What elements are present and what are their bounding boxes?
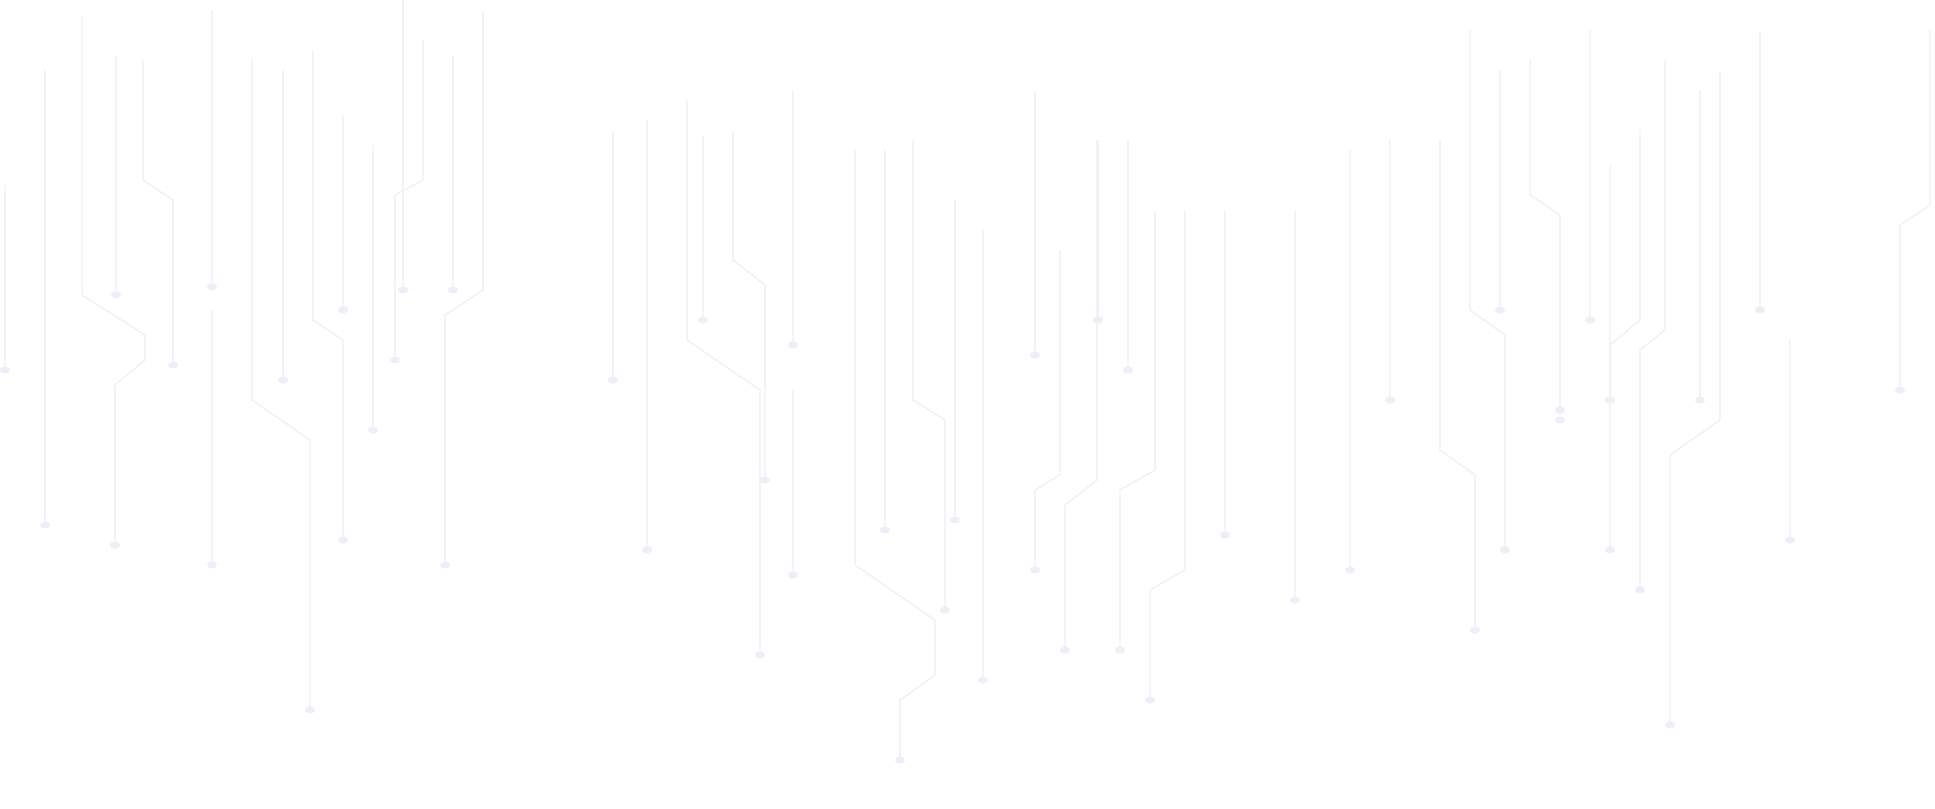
circuit-node	[1115, 646, 1125, 654]
circuit-trace	[1064, 140, 1098, 650]
circuit-node	[950, 516, 960, 524]
circuit-trace	[394, 40, 424, 360]
circuit-node	[207, 561, 217, 569]
circuit-node	[1220, 531, 1230, 539]
circuit-node	[978, 676, 988, 684]
circuit-node	[1495, 306, 1505, 314]
circuit-trace	[81, 15, 146, 545]
circuit-node	[0, 366, 10, 374]
circuit-node	[1785, 536, 1795, 544]
circuit-trace	[1609, 130, 1641, 550]
circuit-trace	[686, 100, 761, 655]
circuit-node	[1585, 316, 1595, 324]
circuit-trace	[1529, 60, 1561, 410]
circuit-node	[1665, 721, 1675, 729]
circuit-node	[448, 286, 458, 294]
circuit-node	[1093, 316, 1103, 324]
circuit-node	[111, 291, 121, 299]
circuit-node	[1290, 596, 1300, 604]
circuit-node	[1030, 566, 1040, 574]
circuit-node	[168, 361, 178, 369]
circuit-node	[305, 706, 315, 714]
circuit-node	[1385, 396, 1395, 404]
circuit-node	[1500, 546, 1510, 554]
circuit-node	[698, 316, 708, 324]
circuit-node	[110, 541, 120, 549]
circuit-node	[1695, 396, 1705, 404]
circuit-trace	[732, 130, 766, 480]
circuit-node	[1345, 566, 1355, 574]
circuit-trace	[444, 10, 484, 565]
circuit-node	[788, 341, 798, 349]
circuit-trace	[312, 50, 344, 540]
circuit-node	[788, 571, 798, 579]
circuit-node	[1030, 351, 1040, 359]
circuit-trace	[1639, 60, 1666, 590]
circuit-trace	[251, 60, 311, 710]
circuit-node	[40, 521, 50, 529]
circuit-node	[440, 561, 450, 569]
circuit-node	[207, 283, 217, 291]
circuit-node	[338, 306, 348, 314]
circuit-node	[608, 376, 618, 384]
circuit-trace	[1034, 250, 1061, 570]
circuit-node	[278, 376, 288, 384]
circuit-trace	[912, 140, 946, 610]
circuit-node	[760, 476, 770, 484]
circuit-node	[1755, 306, 1765, 314]
circuit-node	[398, 286, 408, 294]
circuit-trace	[142, 60, 174, 365]
circuit-node	[1895, 386, 1905, 394]
circuit-trace	[854, 150, 936, 760]
circuit-trace	[1469, 30, 1506, 550]
circuit-trace	[1119, 210, 1156, 650]
circuit-node	[1555, 416, 1565, 424]
circuit-node	[338, 536, 348, 544]
circuit-node	[755, 651, 765, 659]
circuit-node	[368, 426, 378, 434]
circuit-node	[642, 546, 652, 554]
circuit-node	[895, 756, 905, 764]
circuit-node	[1145, 696, 1155, 704]
circuit-trace	[1439, 140, 1476, 630]
circuit-node	[940, 606, 950, 614]
circuit-node	[1060, 646, 1070, 654]
circuit-node	[390, 356, 400, 364]
circuit-trace	[1669, 70, 1721, 725]
circuit-trace	[1149, 210, 1186, 700]
circuit-node	[1470, 626, 1480, 634]
circuit-node	[880, 526, 890, 534]
circuit-node	[1123, 366, 1133, 374]
circuit-node	[1605, 546, 1615, 554]
circuit-trace	[1899, 30, 1931, 390]
circuit-node	[1635, 586, 1645, 594]
